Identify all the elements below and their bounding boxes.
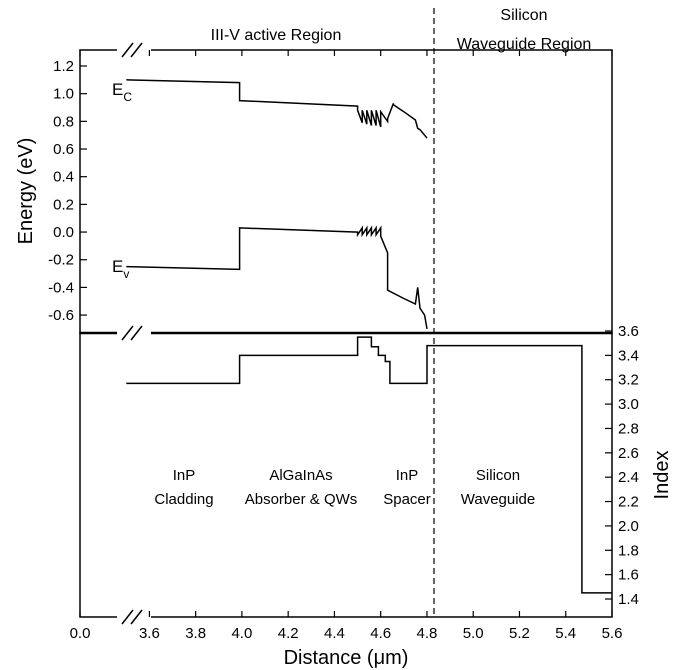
distance-axis-label: Distance (μm) (284, 647, 409, 669)
layer-label-algainas-1: AlGaInAs (269, 467, 332, 484)
valence-band-label: Ev (112, 257, 129, 281)
region-label-silicon: Silicon (500, 7, 547, 24)
index-tick-label: 3.6 (618, 323, 639, 340)
index-tick-label: 3.4 (618, 347, 639, 364)
index-tick-label: 1.8 (618, 542, 639, 559)
conduction-band-line (126, 80, 427, 138)
region-label-waveguide: Waveguide Region (457, 36, 592, 53)
index-tick-label: 2.6 (618, 445, 639, 462)
energy-band-series (126, 80, 427, 329)
distance-tick-label: 4.2 (278, 625, 299, 642)
distance-tick-label: 5.2 (509, 625, 530, 642)
energy-tick-label: 0.0 (53, 224, 74, 241)
distance-tick-label: 5.6 (602, 625, 623, 642)
index-tick-label: 1.6 (618, 567, 639, 584)
index-tick-label: 2.0 (618, 518, 639, 535)
bottom-panel-frame (80, 333, 612, 617)
energy-tick-label: -0.4 (48, 279, 74, 296)
valence-band-line (126, 228, 427, 329)
distance-tick-label: 4.0 (231, 625, 252, 642)
layer-label-algainas-2: Absorber & QWs (245, 491, 358, 508)
index-tick-label: 3.2 (618, 372, 639, 389)
layer-label-silicon-1: Silicon (476, 467, 520, 484)
index-tick-label: 2.2 (618, 494, 639, 511)
distance-tick-label: 4.6 (370, 625, 391, 642)
energy-tick-label: 0.4 (53, 169, 74, 186)
layer-label-inp-cladding-1: InP (173, 467, 196, 484)
layer-label-inp-spacer-1: InP (396, 467, 419, 484)
index-axis-ticks: 3.6 3.4 3.2 3.0 2.8 2.6 2.4 2.2 2.0 1.8 1.6 1.4 (605, 323, 639, 608)
index-tick-label: 1.4 (618, 591, 639, 608)
refractive-index-series (126, 337, 612, 593)
energy-tick-label: -0.6 (48, 307, 74, 324)
region-label-iii-v: III-V active Region (211, 27, 342, 44)
layer-label-inp-cladding-2: Cladding (154, 491, 213, 508)
axis-break-middle (117, 326, 151, 340)
layer-label-inp-spacer-2: Spacer (383, 491, 431, 508)
energy-tick-label: 1.2 (53, 58, 74, 75)
axis-break-top (117, 43, 151, 57)
distance-tick-label: 3.6 (139, 625, 160, 642)
index-axis-label: Index (651, 451, 673, 500)
distance-tick-label: 4.4 (324, 625, 345, 642)
top-panel-frame (80, 50, 612, 333)
distance-tick-label: 5.4 (555, 625, 576, 642)
energy-tick-label: 0.8 (53, 113, 74, 130)
index-tick-label: 2.8 (618, 420, 639, 437)
axis-break-bottom (117, 610, 151, 624)
distance-tick-label: 0.0 (70, 625, 91, 642)
refractive-index-line (126, 337, 612, 593)
index-tick-label: 2.4 (618, 469, 639, 486)
distance-tick-label: 4.8 (417, 625, 438, 642)
energy-tick-label: 0.2 (53, 196, 74, 213)
energy-tick-label: 1.0 (53, 86, 74, 103)
distance-tick-label: 5.0 (463, 625, 484, 642)
conduction-band-label: EC (112, 80, 132, 104)
energy-axis-label: Energy (eV) (15, 138, 37, 245)
energy-tick-label: -0.2 (48, 252, 74, 269)
energy-tick-label: 0.6 (53, 141, 74, 158)
index-tick-label: 3.0 (618, 396, 639, 413)
layer-label-silicon-2: Waveguide (461, 491, 536, 508)
energy-axis-ticks: 1.2 1.0 0.8 0.6 0.4 0.2 0.0 -0.2 -0.4 -0.6 (48, 58, 87, 324)
distance-tick-label: 3.8 (185, 625, 206, 642)
